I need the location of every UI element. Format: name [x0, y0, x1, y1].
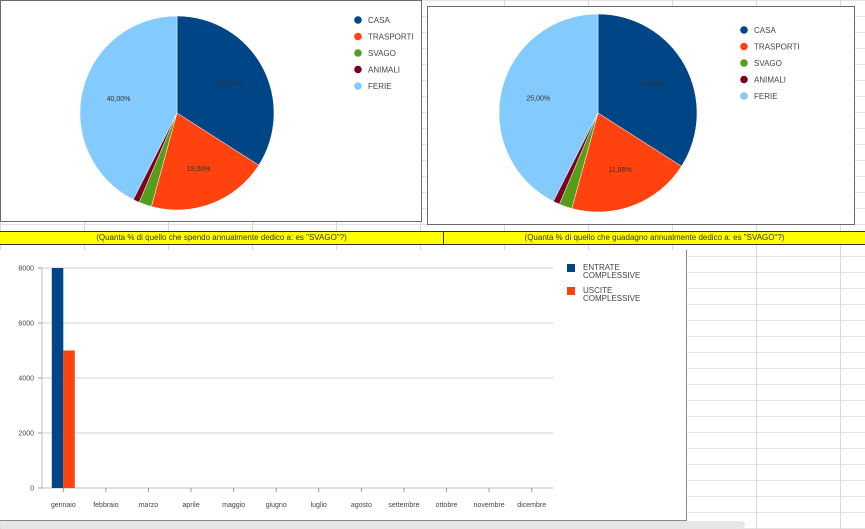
pie-chart-expenses-canvas: 32,00% 19,00% 40,00% CASA TRASPORTI SVAGO ANIM… — [79, 15, 414, 211]
pie-data-label: 11,88% — [608, 167, 631, 174]
legend-label-animali: ANIMALI — [368, 66, 400, 75]
caption-income[interactable]: (Quanta % di quello che guadagno annualm… — [524, 233, 785, 242]
pie-chart-income-canvas: 20,00% 11,88% 25,00% CASA TRASPORTI SVAGO ANIM… — [498, 13, 800, 213]
x-tick-label: ottobre — [436, 502, 458, 509]
x-tick-label: febbraio — [93, 502, 118, 509]
legend-marker-trasporti — [354, 32, 362, 41]
x-tick-label: novembre — [474, 502, 505, 509]
x-tick-label: settembre — [388, 502, 419, 509]
pie-data-label: 40,00% — [107, 96, 131, 103]
legend-label-ferie: FERIE — [754, 92, 778, 101]
x-tick-label: maggio — [222, 502, 245, 509]
pie-slice-casa[interactable] — [597, 13, 698, 167]
legend-marker-animali — [354, 65, 362, 74]
pie-data-label: 20,00% — [640, 80, 664, 87]
legend-marker-trasporti — [740, 42, 748, 51]
bar-entrate-gennaio[interactable] — [51, 268, 64, 488]
legend-marker-entrate — [567, 264, 575, 272]
legend-marker-uscite — [567, 287, 575, 295]
pie-slice-trasporti[interactable] — [571, 112, 682, 213]
legend-label-trasporti: TRASPORTI — [754, 43, 800, 52]
pie-data-label: 19,00% — [187, 166, 211, 173]
pie-slice-casa[interactable] — [176, 15, 275, 166]
pie-chart-expenses[interactable]: 32,00% 19,00% 40,00% CASA TRASPORTI SVAGO ANIM… — [0, 0, 422, 222]
legend-marker-casa — [740, 26, 748, 34]
legend-marker-animali — [740, 75, 748, 84]
caption-expenses[interactable]: (Quanta % di quello che spendo annualmen… — [0, 232, 444, 244]
horizontal-scrollbar[interactable] — [0, 521, 745, 529]
y-tick-label: 8000 — [18, 266, 34, 273]
pie-data-label: 32,00% — [218, 81, 242, 88]
legend-marker-ferie — [354, 82, 362, 90]
y-tick-label: 4000 — [18, 376, 34, 383]
y-tick-label: 2000 — [18, 431, 34, 438]
legend-label-entrate: COMPLESSIVE — [583, 271, 640, 280]
x-tick-label: gennaio — [51, 502, 76, 509]
caption-row: (Quanta % di quello che spendo annualmen… — [0, 231, 865, 245]
x-tick-label: agosto — [351, 502, 372, 509]
legend-marker-svago — [354, 49, 362, 57]
pie-slice-ferie[interactable] — [498, 13, 599, 202]
y-tick-label: 6000 — [18, 321, 34, 328]
x-tick-label: dicembre — [517, 502, 546, 509]
x-tick-label: luglio — [311, 502, 327, 509]
x-tick-label: giugno — [266, 502, 287, 509]
legend-marker-svago — [740, 59, 748, 67]
bar-chart-monthly[interactable]: 0 2000 4000 6000 8000 gennaio febbraio marzo apr… — [0, 250, 687, 521]
legend-label-animali: ANIMALI — [754, 76, 786, 85]
pie-chart-income[interactable]: 20,00% 11,88% 25,00% CASA TRASPORTI SVAGO ANIM… — [427, 6, 855, 225]
bar-chart-monthly-canvas: 0 2000 4000 6000 8000 gennaio febbraio marzo apr… — [18, 263, 640, 509]
legend-marker-ferie — [740, 92, 748, 100]
x-tick-label: aprile — [182, 502, 199, 509]
legend-label-svago: SVAGO — [754, 59, 782, 68]
legend-label-uscite: COMPLESSIVE — [583, 294, 640, 303]
legend-label-casa: CASA — [368, 16, 390, 25]
y-tick-label: 0 — [30, 486, 34, 493]
legend-label-casa: CASA — [754, 26, 776, 35]
bar-uscite-gennaio[interactable] — [63, 350, 75, 489]
legend-label-svago: SVAGO — [368, 49, 396, 58]
pie-data-label: 25,00% — [526, 96, 550, 103]
pie-slice-trasporti[interactable] — [151, 112, 260, 211]
legend-marker-casa — [354, 16, 362, 24]
legend-label-trasporti: TRASPORTI — [368, 33, 414, 42]
legend-label-ferie: FERIE — [368, 82, 392, 91]
legend-label-entrate: ENTRATE — [583, 263, 620, 272]
pie-slice-ferie[interactable] — [79, 15, 178, 200]
legend-label-uscite: USCITE — [583, 286, 612, 295]
x-tick-label: marzo — [139, 502, 159, 509]
